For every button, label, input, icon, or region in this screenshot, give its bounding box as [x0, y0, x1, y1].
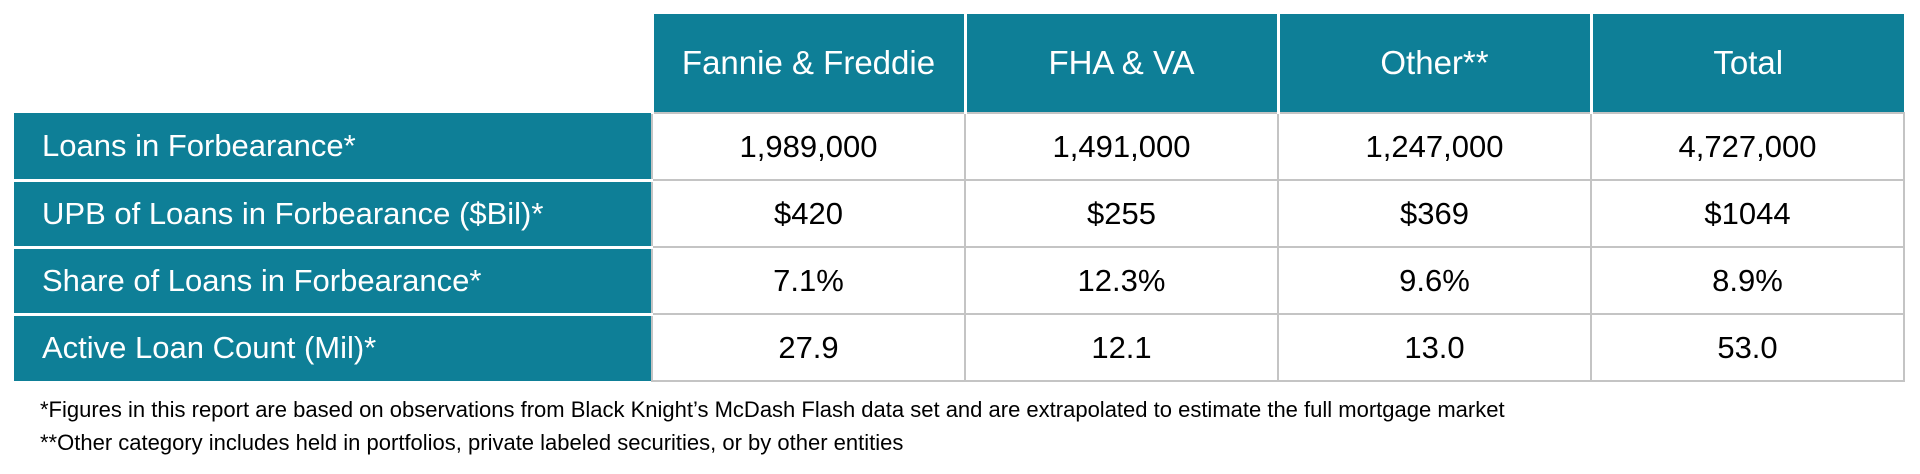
- column-header-fha-va: FHA & VA: [963, 14, 1278, 113]
- column-header-other: Other**: [1276, 14, 1591, 113]
- table-cell: 4,727,000: [1590, 112, 1905, 181]
- table-cell: 53.0: [1590, 313, 1905, 382]
- forbearance-table: Fannie & Freddie FHA & VA Other** Total …: [14, 14, 1905, 382]
- row-label: Share of Loans in Forbearance*: [14, 245, 652, 314]
- header-row: Fannie & Freddie FHA & VA Other** Total: [14, 14, 1904, 113]
- table-cell: 9.6%: [1277, 246, 1592, 315]
- table-cell: $420: [651, 179, 966, 248]
- table-row-share: Share of Loans in Forbearance* 7.1% 12.3…: [14, 245, 1905, 315]
- table-cell: 8.9%: [1590, 246, 1905, 315]
- table-cell: $369: [1277, 179, 1592, 248]
- footnote-figures: *Figures in this report are based on obs…: [40, 397, 1505, 422]
- table-row-upb: UPB of Loans in Forbearance ($Bil)* $420…: [14, 178, 1905, 248]
- row-label: UPB of Loans in Forbearance ($Bil)*: [14, 178, 652, 247]
- table-row-loans-in-forbearance: Loans in Forbearance* 1,989,000 1,491,00…: [14, 112, 1905, 181]
- table-cell: 7.1%: [651, 246, 966, 315]
- table-cell: 1,491,000: [964, 112, 1279, 181]
- table-cell: 12.3%: [964, 246, 1279, 315]
- forbearance-table-container: Fannie & Freddie FHA & VA Other** Total …: [14, 14, 1905, 382]
- table-cell: 1,989,000: [651, 112, 966, 181]
- footnotes: *Figures in this report are based on obs…: [40, 393, 1505, 459]
- table-cell: 27.9: [651, 313, 966, 382]
- table-cell: $255: [964, 179, 1279, 248]
- row-label: Loans in Forbearance*: [14, 113, 652, 180]
- table-cell: 12.1: [964, 313, 1279, 382]
- header-corner: [14, 14, 652, 113]
- footnote-other-category: **Other category includes held in portfo…: [40, 430, 904, 455]
- table-cell: 1,247,000: [1277, 112, 1592, 181]
- table-cell: 13.0: [1277, 313, 1592, 382]
- column-header-total: Total: [1589, 14, 1904, 113]
- column-header-fannie-freddie: Fannie & Freddie: [650, 14, 965, 113]
- table-cell: $1044: [1590, 179, 1905, 248]
- table-row-active-loan-count: Active Loan Count (Mil)* 27.9 12.1 13.0 …: [14, 312, 1905, 382]
- row-label: Active Loan Count (Mil)*: [14, 312, 652, 381]
